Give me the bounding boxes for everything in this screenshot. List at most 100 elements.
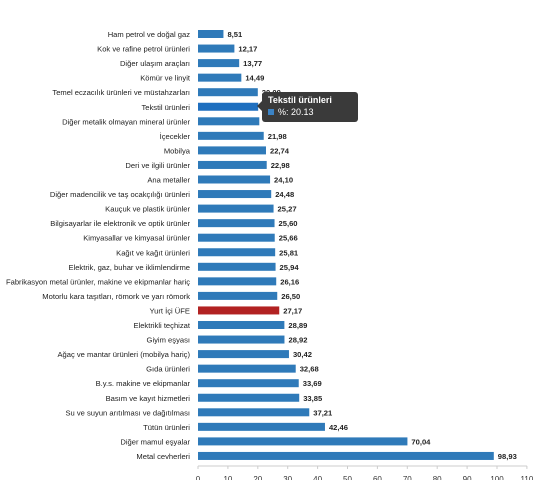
bar[interactable]: [198, 306, 280, 315]
category-label: Motorlu kara taşıtları, römork ve yarı r…: [42, 292, 190, 301]
category-label: Ham petrol ve doğal gaz: [108, 30, 191, 39]
bar[interactable]: [198, 88, 258, 97]
x-axis: 0 10 20 30 40 50 60 70 80 90 100 110: [196, 465, 533, 484]
bar[interactable]: [198, 160, 267, 169]
tooltip-row: %: 20.13: [268, 106, 352, 118]
bar[interactable]: [198, 451, 494, 460]
category-label: Tekstil ürünleri: [141, 103, 190, 112]
value-label: 8,51: [227, 30, 243, 39]
value-label: 28,92: [288, 336, 307, 345]
category-label: Kimyasallar ve kimyasal ürünler: [83, 234, 190, 243]
x-tick-label: 80: [433, 475, 442, 480]
value-label: 24,10: [274, 176, 293, 185]
value-label: 42,46: [329, 423, 348, 432]
category-label: B.y.s. makine ve ekipmanlar: [96, 379, 191, 388]
bar[interactable]: [198, 102, 259, 111]
category-label: Kömür ve linyit: [140, 74, 191, 83]
category-label: Giyim eşyası: [147, 336, 190, 345]
bar[interactable]: [198, 321, 285, 329]
bar[interactable]: [198, 146, 266, 155]
value-labels: 8,5112,1713,7714,4920,0021,9822,7422,982…: [227, 30, 516, 461]
bars-layer: [198, 30, 494, 460]
x-tick-label: 30: [283, 475, 292, 480]
category-label: Metal cevherleri: [136, 452, 190, 461]
bar[interactable]: [198, 422, 325, 431]
category-label: Kok ve rafine petrol ürünleri: [97, 45, 190, 54]
value-label: 33,69: [303, 379, 322, 388]
tooltip-swatch: [268, 109, 274, 115]
value-label: 25,66: [279, 234, 298, 243]
bar[interactable]: [198, 248, 276, 257]
category-label: Diğer mamul eşyalar: [120, 437, 190, 446]
x-tick-label: 100: [490, 475, 504, 480]
value-label: 25,81: [279, 248, 299, 257]
bar[interactable]: [198, 131, 264, 140]
bar[interactable]: [198, 233, 275, 242]
x-tick-label: 50: [343, 475, 352, 480]
value-label: 25,60: [279, 219, 298, 228]
bar[interactable]: [198, 291, 278, 300]
value-label: 70,04: [411, 437, 431, 446]
category-label: Basım ve kayıt hizmetleri: [106, 394, 191, 403]
bar[interactable]: [198, 277, 277, 286]
bar[interactable]: [198, 175, 271, 184]
bar[interactable]: [198, 364, 296, 373]
bar[interactable]: [198, 393, 300, 402]
category-labels: Ham petrol ve doğal gaz Kok ve rafine pet…: [6, 30, 191, 461]
x-tick-label: 60: [373, 475, 382, 480]
x-tick-label: 20: [253, 475, 262, 480]
bar[interactable]: [198, 190, 272, 199]
category-label: Diğer madencilik ve taş ocakçılığı ürünl…: [50, 190, 190, 199]
category-label: Elektrikli teçhizat: [133, 321, 190, 330]
category-label: Bilgisayarlar ile elektronik ve optik ür…: [50, 219, 190, 228]
bar[interactable]: [198, 204, 274, 213]
bar[interactable]: [198, 350, 289, 359]
bar[interactable]: [198, 408, 310, 417]
value-label: 14,49: [245, 74, 264, 83]
bar[interactable]: [198, 44, 235, 53]
bar[interactable]: [198, 437, 408, 446]
x-tick-label: 40: [313, 475, 322, 480]
category-label: Tütün ürünleri: [143, 423, 190, 432]
value-label: 32,68: [300, 365, 319, 374]
bar[interactable]: [198, 379, 299, 388]
category-label: Ağaç ve mantar ürünleri (mobilya hariç): [57, 350, 190, 359]
category-label: Deri ve ilgili ürünler: [125, 161, 190, 170]
value-label: 33,85: [303, 394, 323, 403]
value-label: 37,21: [313, 408, 333, 417]
value-label: 22,98: [271, 161, 290, 170]
value-label: 25,27: [278, 205, 297, 214]
value-label: 26,50: [281, 292, 300, 301]
value-label: 98,93: [498, 452, 517, 461]
bar[interactable]: [198, 219, 275, 228]
value-label: 26,16: [280, 277, 299, 286]
category-label: Kağıt ve kağıt ürünleri: [116, 248, 190, 257]
category-label: Mobilya: [164, 146, 191, 155]
category-label: Su ve suyun arıtılması ve dağıtılması: [65, 408, 190, 417]
category-label: Fabrikasyon metal ürünler, makine ve eki…: [6, 277, 190, 286]
tooltip-title: Tekstil ürünleri: [268, 95, 332, 105]
category-label: Kauçuk ve plastik ürünler: [105, 205, 190, 214]
bar[interactable]: [198, 30, 224, 38]
value-label: 30,42: [293, 350, 312, 359]
bar[interactable]: [198, 117, 260, 126]
bar[interactable]: [198, 262, 276, 271]
value-label: 28,89: [288, 321, 307, 330]
bar[interactable]: [198, 73, 242, 82]
category-label: İçecekler: [160, 132, 191, 141]
value-label: 24,48: [275, 190, 294, 199]
bar[interactable]: [198, 335, 285, 344]
value-label: 13,77: [243, 59, 262, 68]
x-tick-label: 70: [403, 475, 412, 480]
category-label: Ana metaller: [147, 176, 190, 185]
category-label: Diğer ulaşım araçları: [120, 59, 190, 68]
value-label: 22,74: [270, 146, 290, 155]
value-label: 12,17: [238, 45, 257, 54]
category-label: Yurt İçi ÜFE: [149, 306, 190, 315]
tooltip-value: %: 20.13: [278, 107, 314, 117]
value-label: 27,17: [283, 306, 302, 315]
hover-tooltip: Tekstil ürünleri %: 20.13: [257, 92, 358, 122]
bar[interactable]: [198, 59, 240, 68]
